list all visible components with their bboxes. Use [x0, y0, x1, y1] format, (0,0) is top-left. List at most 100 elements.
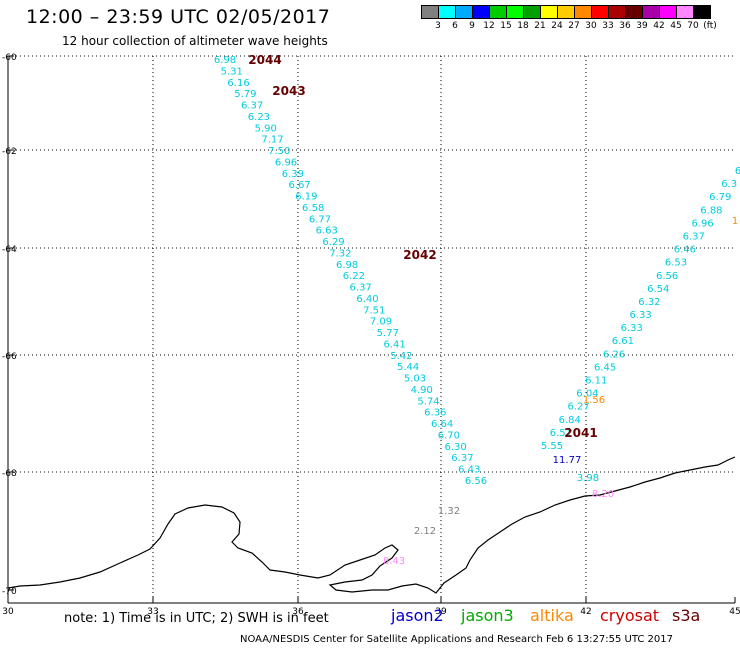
latitude-label: -64	[2, 245, 17, 255]
longitude-label: 33	[147, 607, 158, 617]
map-labels: 6.985.316.165.796.376.235.907.177.506.96…	[214, 53, 740, 567]
satellite-legend-jason2: jason2	[391, 606, 444, 625]
wave-height-value: 1.32	[438, 506, 460, 517]
wave-height-value: 8.20	[592, 489, 614, 500]
wave-height-value: 6.43	[458, 465, 480, 476]
color-legend-label: (ft)	[703, 21, 717, 31]
wave-height-value: 5.90	[255, 123, 277, 134]
wave-height-value: 6.33	[621, 323, 643, 334]
wave-height-value: 6.37	[350, 283, 372, 294]
color-legend-label: 6	[452, 21, 458, 31]
wave-height-value: 6.98	[214, 55, 236, 66]
color-legend-label: 24	[551, 21, 563, 31]
latitude-label: -70	[2, 587, 17, 597]
latitude-label: -68	[2, 469, 17, 479]
longitude-label: 30	[2, 607, 14, 617]
wave-height-value: 6.26	[603, 349, 625, 360]
wave-height-value: 6.32	[638, 297, 660, 308]
wave-height-value: 6.98	[336, 260, 358, 271]
wave-height-value: 6.30	[445, 442, 467, 453]
wave-height-value: 6.3	[721, 179, 737, 190]
wave-height-value: 6.70	[438, 430, 460, 441]
color-legend-label: 42	[653, 21, 665, 31]
wave-height-value: 6.33	[629, 310, 651, 321]
longitude-label: 42	[580, 607, 591, 617]
wave-height-value: 6.51	[550, 428, 572, 439]
wave-height-value: 6.37	[241, 101, 263, 112]
pass-number-label: 2041	[564, 426, 597, 440]
color-swatch	[693, 5, 711, 19]
wave-height-value: 5.79	[234, 89, 256, 100]
longitude-label: 45	[729, 607, 740, 617]
wave-height-value: 6.45	[594, 362, 616, 373]
wave-height-value: 8.43	[383, 556, 405, 567]
longitude-label: 39	[435, 607, 447, 617]
color-legend-label: 9	[469, 21, 475, 31]
color-legend-label: 45	[670, 21, 682, 31]
wave-height-value: 6.27	[567, 402, 589, 413]
footer-note: note: 1) Time is in UTC; 2) SWH is in fe…	[64, 611, 329, 626]
wave-height-value: 4.90	[411, 385, 433, 396]
wave-height-value: 6.56	[465, 476, 487, 487]
wave-height-value: 6.63	[316, 226, 338, 237]
wave-height-value: 6.77	[309, 214, 331, 225]
wave-height-value: 7.17	[261, 135, 283, 146]
wave-height-value: 5.55	[541, 441, 563, 452]
satellite-legend-s3a: s3a	[672, 606, 701, 625]
wave-height-value: 6.23	[248, 112, 270, 123]
wave-height-value: 6.88	[700, 205, 722, 216]
color-legend-bar	[421, 5, 711, 19]
wave-height-value: 6.04	[576, 389, 598, 400]
wave-height-value: 1	[732, 216, 738, 227]
wave-height-value: 3.98	[577, 473, 599, 484]
color-legend-label: 70	[687, 21, 699, 31]
color-legend-label: 12	[483, 21, 495, 31]
map-title: 12:00 – 23:59 UTC 02/05/2017	[26, 6, 331, 28]
pass-number-label: 2044	[248, 53, 281, 67]
color-legend-label: 18	[517, 21, 529, 31]
wave-height-value: 6.41	[383, 339, 405, 350]
wave-height-value: 7.32	[329, 248, 351, 259]
wave-height-value: 6.67	[288, 180, 310, 191]
wave-height-value: 1.56	[583, 395, 605, 406]
wave-height-value: 6.84	[559, 415, 581, 426]
wave-height-value: 6.19	[295, 192, 317, 203]
wave-height-value: 6.39	[282, 169, 304, 180]
satellite-legend-jason3: jason3	[461, 606, 514, 625]
wave-height-value: 5.31	[221, 66, 243, 77]
satellite-legend-altika: altika	[530, 606, 574, 625]
wave-height-value: 6.61	[612, 336, 634, 347]
wave-height-value: 6.56	[656, 271, 678, 282]
color-legend-label: 15	[500, 21, 512, 31]
wave-height-value: 6.37	[683, 231, 705, 242]
latitude-label: -60	[2, 53, 17, 63]
latitude-label: -66	[2, 352, 17, 362]
wave-height-value: 6.53	[665, 258, 687, 269]
wave-height-value: 5.03	[404, 374, 426, 385]
wave-height-value: 6.46	[674, 245, 696, 256]
wave-height-value: 6.58	[302, 203, 324, 214]
wave-height-value: 6.54	[647, 284, 669, 295]
wave-height-value: 7.51	[363, 305, 385, 316]
antarctic-coastline	[7, 456, 736, 594]
footer-credit: NOAA/NESDIS Center for Satellite Applica…	[240, 634, 673, 645]
wave-height-value: 6.11	[585, 376, 607, 387]
wave-height-value: 6.79	[709, 192, 731, 203]
wave-height-value: 6.40	[356, 294, 378, 305]
wave-height-value: 5.74	[417, 396, 439, 407]
wave-height-value: 5.42	[390, 351, 412, 362]
wave-height-value: 5.77	[377, 328, 399, 339]
color-legend-label: 21	[534, 21, 546, 31]
color-legend-label: 36	[619, 21, 631, 31]
pass-number-label: 2042	[403, 248, 436, 262]
wave-height-value: 6.64	[431, 419, 453, 430]
wave-height-value: 7.50	[268, 146, 290, 157]
color-legend-label: 27	[568, 21, 580, 31]
map-subtitle: 12 hour collection of altimeter wave hei…	[62, 34, 328, 48]
wave-height-value: 6.16	[227, 78, 249, 89]
color-legend-label: 30	[585, 21, 597, 31]
satellite-legend-cryosat: cryosat	[600, 606, 660, 625]
wave-height-value: 6	[735, 166, 740, 177]
wave-height-value: 2.12	[414, 526, 436, 537]
